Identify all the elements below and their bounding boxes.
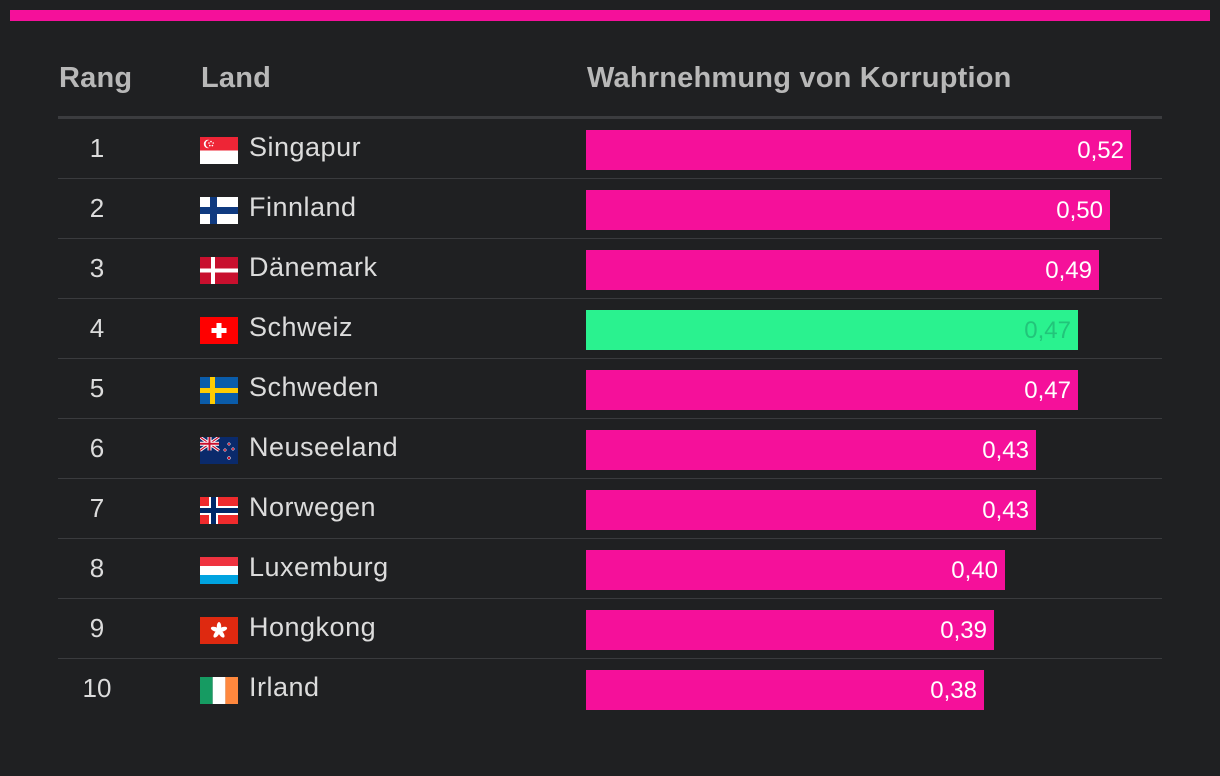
bar-track: 0,47 — [586, 370, 1162, 410]
row-divider — [58, 598, 1162, 599]
table-row: 4 Schweiz 0,47 — [58, 299, 1162, 359]
bar-schweden: 0,47 — [586, 370, 1078, 410]
bar-singapur: 0,52 — [586, 130, 1131, 170]
bar-track: 0,49 — [586, 250, 1162, 290]
rank-number: 10 — [82, 673, 112, 703]
rank-number: 1 — [89, 133, 105, 163]
table-row: 5 Schweden 0,47 — [58, 359, 1162, 419]
country-name: Irland — [249, 672, 320, 702]
header-rank: Rang — [59, 62, 133, 94]
top-accent-bar — [10, 10, 1210, 21]
header-value: Wahrnehmung von Korruption — [587, 62, 1012, 94]
table-row: 3 Dänemark 0,49 — [58, 239, 1162, 299]
bar-hongkong: 0,39 — [586, 610, 994, 650]
row-divider — [58, 658, 1162, 659]
table-row: 8 Luxemburg 0,40 — [58, 539, 1162, 599]
table-row: 2 Finnland 0,50 — [58, 179, 1162, 239]
switzerland-flag-icon — [200, 317, 238, 344]
bar-norwegen: 0,43 — [586, 490, 1036, 530]
country-name: Singapur — [249, 132, 362, 162]
table-row: 10 Irland 0,38 — [58, 659, 1162, 719]
bar-value-label: 0,50 — [1056, 197, 1103, 224]
bar-value-label: 0,39 — [940, 617, 987, 644]
country-name: Schweden — [249, 372, 380, 402]
bar-track: 0,38 — [586, 670, 1162, 710]
bar-track: 0,43 — [586, 490, 1162, 530]
country-name: Luxemburg — [249, 552, 389, 582]
header-divider — [58, 116, 1162, 119]
rank-number: 4 — [89, 313, 105, 343]
bar-track: 0,43 — [586, 430, 1162, 470]
row-divider — [58, 418, 1162, 419]
row-divider — [58, 298, 1162, 299]
country-name: Finnland — [249, 192, 357, 222]
bar-value-label: 0,47 — [1024, 377, 1071, 404]
denmark-flag-icon — [200, 257, 238, 284]
norway-flag-icon — [200, 497, 238, 524]
bar-track: 0,40 — [586, 550, 1162, 590]
rank-number: 6 — [89, 433, 105, 463]
bar-value-label: 0,43 — [982, 437, 1029, 464]
row-divider — [58, 538, 1162, 539]
rank-number: 2 — [89, 193, 105, 223]
country-name: Dänemark — [249, 252, 378, 282]
bar-track: 0,47 — [586, 310, 1162, 350]
sweden-flag-icon — [200, 377, 238, 404]
singapore-flag-icon — [200, 137, 238, 164]
bar-value-label: 0,38 — [930, 677, 977, 704]
bar-dänemark: 0,49 — [586, 250, 1099, 290]
rank-number: 5 — [89, 373, 105, 403]
bar-neuseeland: 0,43 — [586, 430, 1036, 470]
bar-value-label: 0,40 — [951, 557, 998, 584]
header-country: Land — [201, 62, 272, 94]
table-row: 1 Singapur 0,52 — [58, 119, 1162, 179]
finland-flag-icon — [200, 197, 238, 224]
bar-luxemburg: 0,40 — [586, 550, 1005, 590]
row-divider — [58, 478, 1162, 479]
bar-value-label: 0,43 — [982, 497, 1029, 524]
bar-schweiz: 0,47 — [586, 310, 1078, 350]
hong-kong-flag-icon — [200, 617, 238, 644]
new-zealand-flag-icon — [199, 435, 238, 464]
table-row: 7 Norwegen 0,43 — [58, 479, 1162, 539]
ireland-flag-icon — [200, 677, 238, 704]
country-name: Schweiz — [249, 312, 354, 342]
table-row: 9 Hongkong 0,39 — [58, 599, 1162, 659]
row-divider — [58, 238, 1162, 239]
bar-value-label: 0,52 — [1077, 137, 1124, 164]
rank-number: 3 — [89, 253, 105, 283]
rank-number: 8 — [89, 553, 105, 583]
country-name: Norwegen — [249, 492, 377, 522]
bar-finnland: 0,50 — [586, 190, 1110, 230]
bar-value-label: 0,49 — [1045, 257, 1092, 284]
country-name: Neuseeland — [249, 432, 399, 462]
luxembourg-flag-icon — [200, 557, 238, 584]
row-divider — [58, 358, 1162, 359]
rank-number: 9 — [89, 613, 105, 643]
bar-track: 0,39 — [586, 610, 1162, 650]
rank-number: 7 — [89, 493, 105, 523]
bar-value-label: 0,47 — [1024, 317, 1071, 344]
bar-track: 0,52 — [586, 130, 1162, 170]
row-divider — [58, 178, 1162, 179]
bar-irland: 0,38 — [586, 670, 984, 710]
bar-track: 0,50 — [586, 190, 1162, 230]
table-row: 6 Neuseeland 0,43 — [58, 419, 1162, 479]
country-name: Hongkong — [249, 612, 377, 642]
